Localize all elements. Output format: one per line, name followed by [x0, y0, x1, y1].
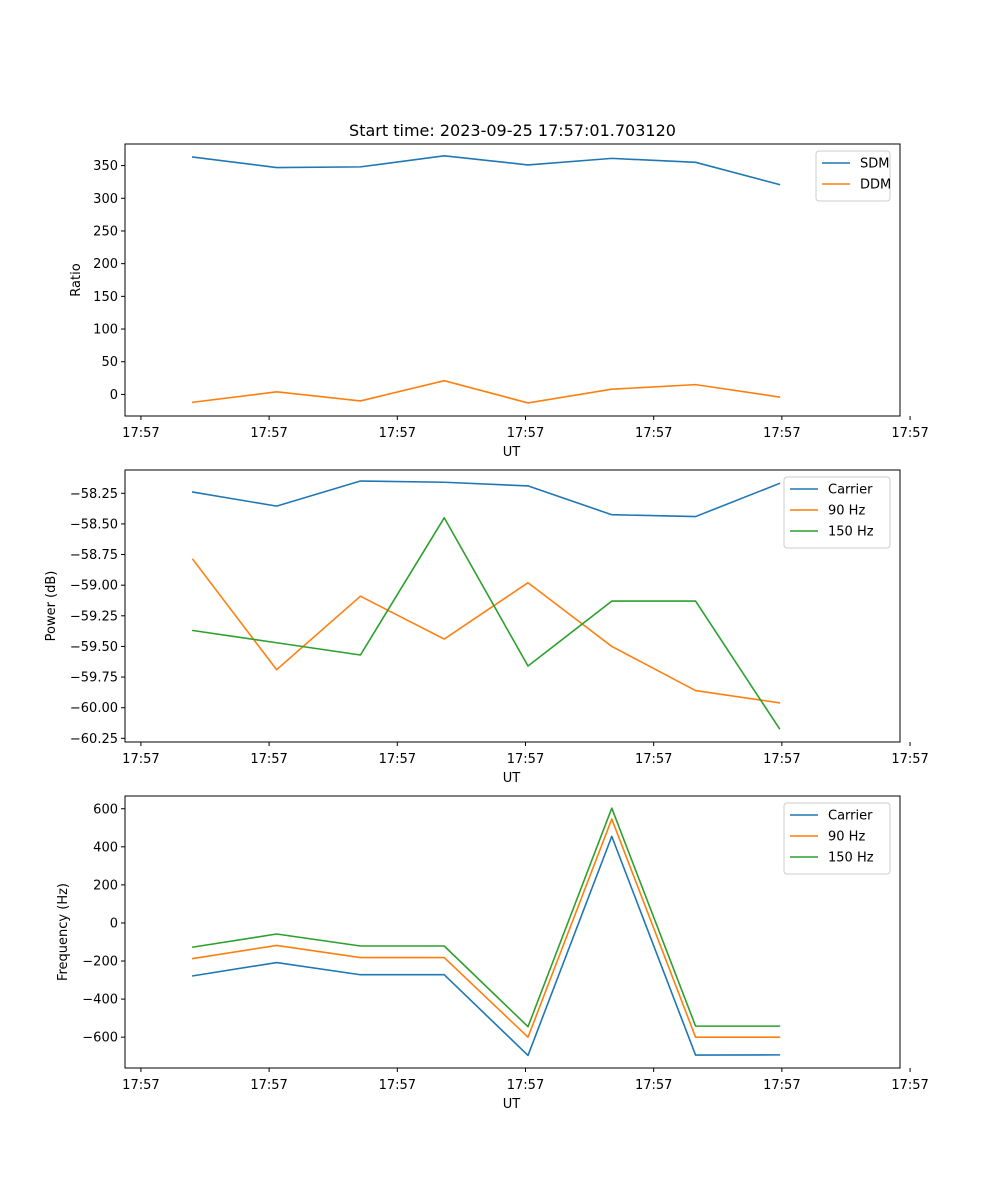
x-tick-label: 17:57 [891, 1078, 928, 1093]
y-tick-label: −59.00 [70, 579, 118, 594]
legend-label: Carrier [828, 809, 873, 824]
y-tick-label: −58.75 [70, 548, 118, 563]
y-tick-label: −60.00 [70, 701, 118, 716]
y-tick-label: 0 [110, 916, 118, 931]
plot-frame [124, 143, 901, 417]
chart-panel-2: −60.25 −60.00 −59.75 −59.50 −59.25 −59.00 −58.… [44, 469, 929, 786]
y-tick-label: −59.75 [70, 671, 118, 686]
y-tick-label: 100 [93, 323, 118, 338]
legend: SDM DDM [815, 150, 891, 202]
series-line-ddm [191, 379, 781, 404]
x-tick-label: 17:57 [122, 752, 159, 767]
figure-title: Start time: 2023-09-25 17:57:01.703120 [349, 121, 676, 140]
legend-label: 150 Hz [828, 525, 874, 540]
y-tick-label: 200 [93, 257, 118, 272]
x-tick-label: 17:57 [250, 426, 287, 441]
series-line-carrier [191, 835, 781, 1057]
series-line-sdm [191, 154, 781, 186]
y-tick-label: 50 [101, 355, 118, 370]
y-tick-label: −58.25 [70, 487, 118, 502]
x-tick-label: 17:57 [763, 426, 800, 441]
x-tick-label: 17:57 [507, 426, 544, 441]
legend-label: 90 Hz [828, 830, 865, 845]
y-tick-label: −59.50 [70, 640, 118, 655]
y-tick-label: 600 [93, 802, 118, 817]
legend: Carrier 90 Hz 150 Hz [783, 802, 891, 875]
y-tick-label: 150 [93, 290, 118, 305]
legend-label: DDM [860, 178, 891, 193]
x-tick-label: 17:57 [379, 1078, 416, 1093]
x-tick-label: 17:57 [635, 1078, 672, 1093]
y-tick-label: 250 [93, 224, 118, 239]
y-axis-label: Frequency (Hz) [56, 883, 71, 981]
x-axis-label: UT [503, 1097, 521, 1112]
x-tick-label: 17:57 [122, 426, 159, 441]
y-tick-label: 0 [110, 388, 118, 403]
series-line-150-hz [191, 807, 781, 1028]
plot-frame [124, 795, 901, 1069]
series-line-90-hz [191, 558, 781, 704]
legend-label: 90 Hz [828, 504, 865, 519]
y-tick-label: −200 [82, 955, 118, 970]
y-axis-label: Ratio [69, 263, 84, 296]
series-line-carrier [191, 480, 781, 518]
y-tick-label: −600 [82, 1031, 118, 1046]
y-tick-label: 300 [93, 192, 118, 207]
x-tick-label: 17:57 [379, 752, 416, 767]
x-tick-label: 17:57 [635, 426, 672, 441]
y-tick-label: −400 [82, 993, 118, 1008]
x-tick-label: 17:57 [122, 1078, 159, 1093]
legend: Carrier 90 Hz 150 Hz [783, 476, 891, 549]
x-tick-label: 17:57 [891, 426, 928, 441]
chart-panel-3: −600 −400 −200 0 200 400 600 17:57 17:57 17:57 17:… [56, 795, 929, 1112]
x-tick-label: 17:57 [763, 1078, 800, 1093]
x-tick-label: 17:57 [891, 752, 928, 767]
y-tick-label: 400 [93, 840, 118, 855]
y-tick-label: 350 [93, 159, 118, 174]
series-line-90-hz [191, 818, 781, 1038]
plot-frame [124, 469, 901, 743]
y-tick-label: −58.50 [70, 517, 118, 532]
x-tick-label: 17:57 [635, 752, 672, 767]
x-axis-label: UT [503, 445, 521, 460]
chart-panel-1: 0 50 100 150 200 250 300 350 17:57 17:57 17:57 17:5… [69, 143, 929, 460]
y-tick-label: −59.25 [70, 609, 118, 624]
x-tick-label: 17:57 [250, 1078, 287, 1093]
legend-label: 150 Hz [828, 851, 874, 866]
y-axis-label: Power (dB) [44, 571, 59, 642]
x-tick-label: 17:57 [379, 426, 416, 441]
x-tick-label: 17:57 [250, 752, 287, 767]
legend-label: SDM [860, 157, 889, 172]
x-tick-label: 17:57 [507, 752, 544, 767]
y-tick-label: −60.25 [70, 732, 118, 747]
chart-panels: 0 50 100 150 200 250 300 350 17:57 17:57 17:57 17:5… [44, 143, 929, 1112]
series-line-150-hz [191, 516, 781, 730]
x-axis-label: UT [503, 771, 521, 786]
legend-label: Carrier [828, 483, 873, 498]
y-tick-label: 200 [93, 878, 118, 893]
x-tick-label: 17:57 [507, 1078, 544, 1093]
x-tick-label: 17:57 [763, 752, 800, 767]
